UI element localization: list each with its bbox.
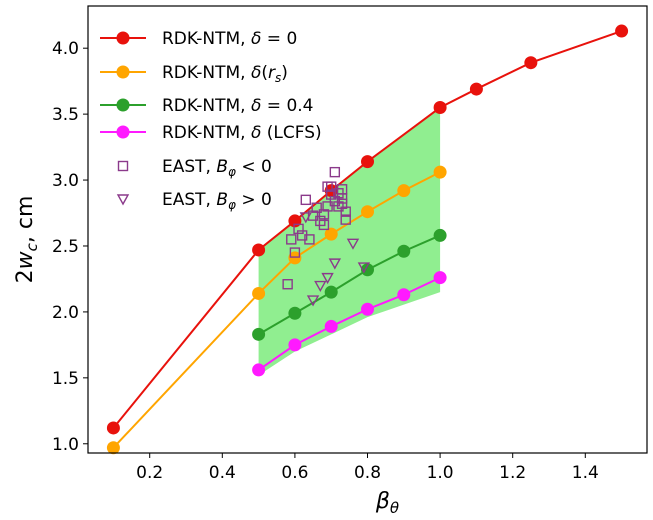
series-1-point	[397, 184, 411, 198]
x-tick-label: 0.6	[281, 463, 308, 483]
series-2-line	[258, 234, 441, 336]
legend-label: RDK-NTM, δ = 0	[162, 29, 297, 49]
series-0-point	[469, 82, 483, 96]
y-tick-label: 3.0	[52, 171, 79, 191]
axis-labels: βθ 2wc, cm	[13, 196, 399, 517]
y-tick-label: 2.0	[52, 303, 79, 323]
east-neg-point	[326, 189, 337, 200]
east-pos-point	[306, 295, 320, 307]
legend-marker	[116, 125, 130, 139]
legend-label: EAST, Bφ > 0	[162, 190, 272, 212]
series-3-point	[433, 271, 447, 285]
legend-marker	[116, 31, 130, 45]
y-tick-label: 3.5	[52, 105, 79, 125]
east-neg-point	[318, 209, 330, 220]
east-pos-point	[314, 280, 327, 292]
x-tick-label: 0.8	[354, 463, 381, 483]
east-neg-point	[329, 166, 341, 178]
x-tick-label: 0.4	[209, 463, 236, 483]
east-neg-point	[304, 234, 315, 245]
legend-label: RDK-NTM, δ(rs)	[162, 63, 288, 85]
east-neg-point	[318, 219, 330, 231]
legend: RDK-NTM, δ = 0 RDK-NTM, δ(rs) RDK-NTM, δ =…	[100, 29, 322, 212]
east-neg-point	[336, 198, 348, 209]
series-0-point	[615, 24, 629, 38]
legend-marker	[116, 65, 130, 79]
y-tick-label: 1.0	[52, 435, 79, 455]
legend-marker	[116, 194, 130, 206]
series-1-point	[106, 441, 120, 455]
y-tick-label: 2.5	[52, 237, 79, 257]
series-2-point	[397, 244, 411, 258]
x-tick-label: 0.2	[136, 463, 163, 483]
series-1-point	[324, 227, 338, 241]
east-pos-point	[346, 238, 360, 250]
series-2-point	[433, 228, 447, 242]
series-0-point	[433, 101, 447, 115]
legend-label: RDK-NTM, δ (LCFS)	[162, 123, 322, 143]
series-3-point	[288, 338, 302, 352]
y-tick-label: 1.5	[52, 369, 79, 389]
legend-label: RDK-NTM, δ = 0.4	[162, 96, 313, 116]
series-2-point	[252, 327, 266, 341]
x-axis-label: βθ	[375, 489, 399, 517]
east-neg-point	[326, 181, 337, 192]
east-pos-point	[328, 258, 342, 270]
east-neg-point	[340, 206, 351, 217]
east-neg-point	[311, 202, 322, 213]
series-1-point	[433, 165, 447, 179]
series-1-point	[288, 251, 302, 265]
east-neg-point	[322, 201, 333, 212]
series-2-point	[288, 306, 302, 320]
series-0-point	[106, 421, 120, 435]
series-3-point	[397, 288, 411, 302]
series-3-line	[258, 276, 441, 371]
east-pos-point	[321, 272, 334, 285]
legend-marker	[116, 98, 130, 112]
east-pos-point	[357, 262, 371, 274]
east-neg-point	[333, 201, 344, 212]
east-pos-point	[299, 212, 312, 224]
series-1-point	[252, 286, 266, 300]
series-3-point	[324, 319, 338, 333]
east-neg-point	[336, 193, 348, 204]
y-axis-label: 2wc, cm	[13, 196, 41, 284]
series-0-point	[524, 56, 538, 70]
y-tick-label: 4.0	[52, 39, 79, 59]
series-1-point	[361, 205, 374, 219]
series-0-point	[361, 155, 374, 169]
axes: 0.2 0.4 0.6 0.8 1.0 1.2 1.4 1.0 1.5 2.0 2.5 3.0 3.5 4…	[52, 5, 648, 483]
east-neg-point	[329, 195, 341, 207]
east-neg-point	[300, 194, 311, 206]
series-3-point	[252, 363, 266, 377]
series-2-point	[361, 263, 374, 277]
series-0-point	[252, 243, 266, 257]
east-neg-point	[340, 214, 351, 225]
series-3-point	[361, 302, 374, 316]
east-neg-point	[293, 223, 304, 235]
legend-marker	[117, 160, 129, 172]
x-tick-label: 1.0	[427, 463, 454, 483]
legend-label: EAST, Bφ < 0	[162, 157, 272, 179]
x-tick-label: 1.2	[499, 463, 526, 483]
east-neg-point	[282, 279, 293, 290]
series-2-point	[324, 285, 338, 299]
series-0-point	[288, 214, 302, 228]
series-markers	[106, 24, 629, 455]
x-tick-label: 1.4	[572, 463, 599, 483]
east-neg-point	[289, 247, 301, 258]
east-neg-point	[286, 234, 297, 245]
